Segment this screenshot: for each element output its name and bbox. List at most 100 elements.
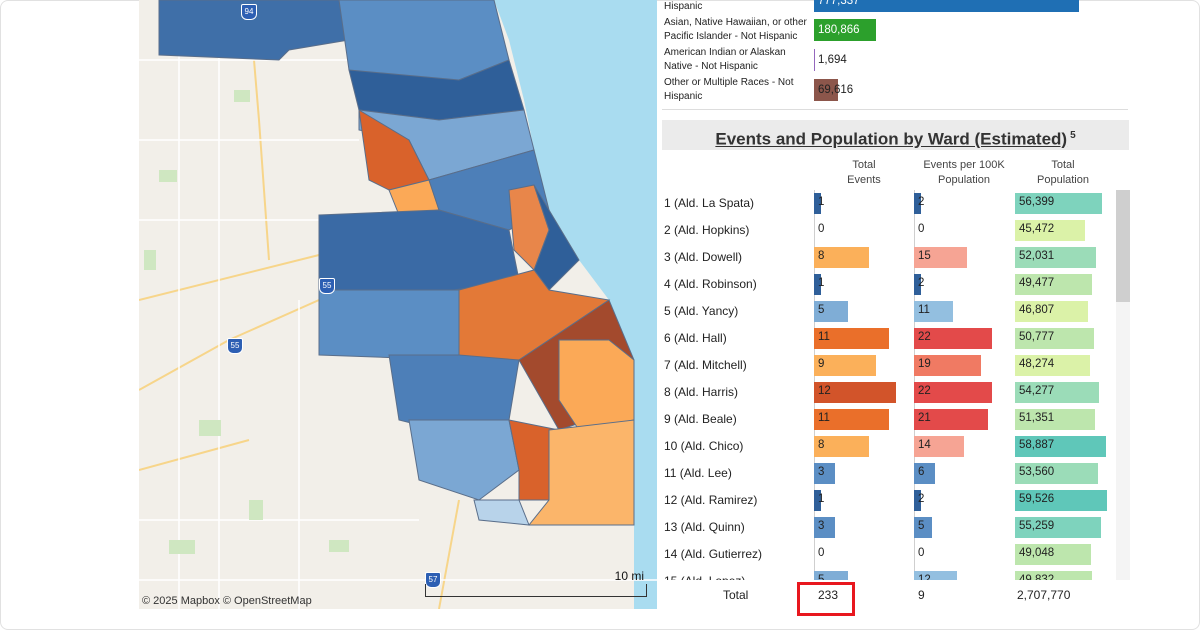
ward-name: 10 (Ald. Chico) (664, 439, 744, 453)
ward-name: 4 (Ald. Robinson) (664, 277, 757, 291)
population-cell-value: 53,560 (1019, 466, 1055, 478)
ward-map[interactable]: 94 55 55 57 © 2025 Mapbox © OpenStreetMa… (139, 0, 657, 609)
events-cell-bar (814, 463, 835, 484)
events-cell-bar (814, 409, 889, 430)
ward-name: 5 (Ald. Yancy) (664, 304, 739, 318)
ward-sw-2[interactable] (388, 354, 520, 431)
race-label-american-indian: American Indian or Alaskan Native - Not H… (664, 47, 786, 72)
events-cell-value: 5 (818, 574, 825, 580)
per100k-cell-value: 22 (918, 331, 931, 343)
ward-name: 11 (Ald. Lee) (664, 466, 732, 480)
events-cell-value: 1 (818, 493, 825, 505)
per100k-cell-value: 22 (918, 385, 931, 397)
population-cell-value: 59,526 (1019, 493, 1055, 505)
population-cell-bar (1015, 409, 1095, 430)
population-cell-bar (1015, 436, 1106, 457)
ward-far-south[interactable] (527, 419, 635, 526)
population-cell-bar (1015, 544, 1091, 565)
events-cell-value: 12 (818, 385, 831, 397)
section-divider (662, 109, 1128, 110)
ward-row[interactable]: 2 (Ald. Hopkins) 0 0 45,472 (662, 217, 1114, 244)
map-canvas[interactable] (139, 0, 657, 609)
per100k-cell-value: 2 (918, 493, 925, 505)
per100k-cell-bar (914, 193, 921, 214)
per100k-cell-value: 2 (918, 196, 925, 208)
population-cell-value: 46,807 (1019, 304, 1055, 316)
population-cell-bar (1015, 247, 1096, 268)
events-cell-bar (814, 274, 821, 295)
per100k-cell-bar (914, 355, 981, 376)
ward-row[interactable]: 7 (Ald. Mitchell) 9 19 48,274 (662, 352, 1114, 379)
ward-south-3[interactable] (558, 339, 635, 431)
population-cell-bar (1015, 517, 1101, 538)
col-header-total-population[interactable]: Total Population (1037, 159, 1089, 186)
events-cell-value: 3 (818, 520, 825, 532)
per100k-cell-value: 6 (918, 466, 925, 478)
events-cell-bar (814, 571, 848, 580)
ward-sw-3[interactable] (408, 419, 520, 501)
population-cell-bar (1015, 301, 1088, 322)
events-cell-bar (814, 517, 835, 538)
per100k-cell-bar (914, 382, 992, 403)
ward-row[interactable]: 5 (Ald. Yancy) 5 11 46,807 (662, 298, 1114, 325)
ward-row[interactable]: 3 (Ald. Dowell) 8 15 52,031 (662, 244, 1114, 271)
race-bar-hispanic[interactable]: 777,337 (814, 0, 1079, 12)
events-cell-bar (814, 247, 869, 268)
ward-name: 6 (Ald. Hall) (664, 331, 727, 345)
ward-name: 3 (Ald. Dowell) (664, 250, 743, 264)
ward-rows[interactable]: 1 (Ald. La Spata) 1 2 56,399 2 (Ald. Hopkins… (662, 190, 1114, 580)
scrollbar-thumb[interactable] (1116, 190, 1130, 302)
ward-polygons[interactable] (158, 0, 635, 526)
ward-name: 15 (Ald. Lopez) (664, 574, 745, 580)
map-attribution[interactable]: © 2025 Mapbox © OpenStreetMap (142, 595, 312, 607)
ward-name: 12 (Ald. Ramirez) (664, 493, 758, 507)
ward-row[interactable]: 9 (Ald. Beale) 11 21 51,351 (662, 406, 1114, 433)
ward-far-south-2[interactable] (473, 499, 530, 526)
per100k-cell-value: 0 (918, 223, 925, 235)
per100k-cell-bar (914, 490, 921, 511)
population-cell-bar (1015, 274, 1092, 295)
ward-row[interactable]: 15 (Ald. Lopez) 5 12 49,832 (662, 568, 1114, 580)
per100k-cell-bar (914, 571, 957, 580)
population-cell-bar (1015, 571, 1092, 580)
interstate-55-shield-2: 55 (227, 338, 243, 354)
population-cell-value: 48,274 (1019, 358, 1055, 370)
events-cell-bar (814, 328, 889, 349)
per100k-cell-bar (914, 328, 992, 349)
population-cell-value: 54,277 (1019, 385, 1055, 397)
map-scale-bar: 10 mi (425, 569, 647, 597)
ward-row[interactable]: 6 (Ald. Hall) 11 22 50,777 (662, 325, 1114, 352)
per100k-cell-bar (914, 436, 964, 457)
ward-row[interactable]: 14 (Ald. Gutierrez) 0 0 49,048 (662, 541, 1114, 568)
population-cell-bar (1015, 490, 1107, 511)
parks (144, 90, 349, 554)
race-bar-asian[interactable]: 180,866 (814, 19, 876, 41)
events-cell-value: 5 (818, 304, 825, 316)
events-cell-value: 9 (818, 358, 825, 370)
col-header-total-events[interactable]: Total Events (847, 159, 881, 186)
ward-row[interactable]: 1 (Ald. La Spata) 1 2 56,399 (662, 190, 1114, 217)
race-bar-other[interactable]: 69,616 (814, 79, 853, 101)
ward-north-west[interactable] (158, 0, 350, 61)
col-header-events-per-100k[interactable]: Events per 100K Population (923, 159, 1005, 186)
events-cell-value: 3 (818, 466, 825, 478)
total-events: 233 (818, 588, 839, 602)
interstate-57-shield: 57 (425, 572, 441, 588)
population-cell-value: 52,031 (1019, 250, 1055, 262)
events-cell-bar (814, 193, 821, 214)
per100k-cell-value: 12 (918, 574, 931, 580)
race-bar-american-indian[interactable]: 1,694 (814, 49, 847, 71)
ward-south-4[interactable] (508, 419, 560, 501)
ward-sw-1[interactable] (318, 289, 460, 361)
population-cell-value: 55,259 (1019, 520, 1055, 532)
ward-row[interactable]: 11 (Ald. Lee) 3 6 53,560 (662, 460, 1114, 487)
population-cell-value: 45,472 (1019, 223, 1055, 235)
ward-row[interactable]: 4 (Ald. Robinson) 1 2 49,477 (662, 271, 1114, 298)
ward-row[interactable]: 12 (Ald. Ramirez) 1 2 59,526 (662, 487, 1114, 514)
ward-row[interactable]: 8 (Ald. Harris) 12 22 54,277 (662, 379, 1114, 406)
population-cell-value: 49,048 (1019, 547, 1055, 559)
ward-name: 13 (Ald. Quinn) (664, 520, 745, 534)
ward-row[interactable]: 10 (Ald. Chico) 8 14 58,887 (662, 433, 1114, 460)
ward-row[interactable]: 13 (Ald. Quinn) 3 5 55,259 (662, 514, 1114, 541)
population-cell-value: 56,399 (1019, 196, 1055, 208)
